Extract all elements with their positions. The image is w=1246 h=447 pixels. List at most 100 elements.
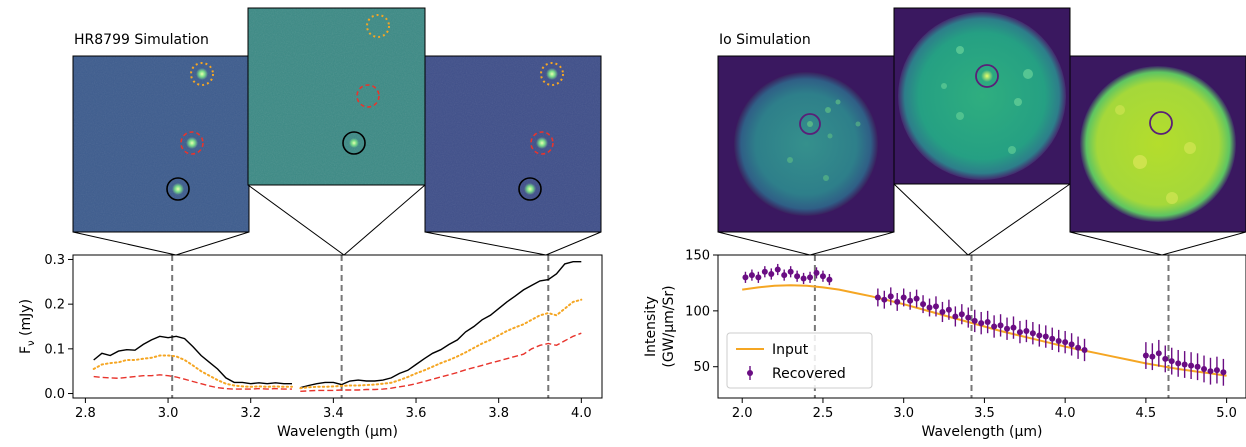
- x-tick-label: 3.5: [974, 406, 995, 421]
- x-tick-label: 3.2: [240, 406, 261, 421]
- x-axis-label: Wavelength (μm): [277, 424, 398, 440]
- io-image-right: [1069, 55, 1246, 233]
- recovered-point: [997, 322, 1004, 329]
- recovered-point: [1042, 333, 1049, 340]
- plot-frame: [72, 254, 603, 399]
- recovered-point: [1075, 344, 1082, 351]
- y-tick-label: 0.0: [44, 387, 65, 402]
- recovered-point: [819, 273, 826, 280]
- x-tick-label: 2.0: [732, 406, 753, 421]
- io-image-center: [893, 7, 1071, 185]
- recovered-point: [1194, 363, 1201, 370]
- recovered-point: [1142, 352, 1149, 359]
- recovered-point: [1010, 324, 1017, 331]
- y-tick-label: 0.2: [44, 298, 65, 313]
- recovered-point: [952, 313, 959, 320]
- x-tick-label: 4.0: [1055, 406, 1076, 421]
- recovered-point: [1036, 332, 1043, 339]
- recovered-point: [1055, 338, 1062, 345]
- recovered-point: [1023, 327, 1030, 334]
- recovered-point: [913, 295, 920, 302]
- y-axis-label-line: Intensity: [643, 296, 659, 357]
- hr8799-image-left: [72, 55, 250, 233]
- y-tick-label: 0.3: [44, 253, 65, 268]
- spectrum-line-dotted: [299, 298, 583, 390]
- recovered-point: [1188, 362, 1195, 369]
- hr8799-image-right: [424, 55, 602, 233]
- recovered-point: [907, 297, 914, 304]
- recovered-point: [1155, 350, 1162, 357]
- recovered-point: [958, 311, 965, 318]
- recovered-point: [971, 317, 978, 324]
- intensity-chart: 2.0 2.5 3.0 3.5 4.0 4.5 5.0 50 100 150 Wavelength …: [643, 249, 1246, 440]
- recovered-point: [768, 270, 775, 277]
- recovered-point: [813, 269, 820, 276]
- recovered-point: [1016, 329, 1023, 336]
- legend-recovered-swatch: [747, 370, 753, 376]
- recovered-point: [1220, 369, 1227, 376]
- y-tick-label: 0.1: [44, 342, 65, 357]
- spectrum-line-dotted: [92, 354, 293, 388]
- legend-input-label: Input: [772, 342, 809, 358]
- recovered-point: [774, 266, 781, 273]
- x-tick-label: 3.0: [893, 406, 914, 421]
- recovered-point: [920, 301, 927, 308]
- recovered-point: [1175, 360, 1182, 367]
- recovered-point: [1201, 365, 1208, 372]
- x-tick-label: 3.6: [406, 406, 427, 421]
- x-tick-label: 3.4: [323, 406, 344, 421]
- y-label-sub: ν: [26, 340, 37, 346]
- recovered-point: [826, 276, 833, 283]
- legend-recovered-label: Recovered: [772, 366, 846, 382]
- recovered-point: [984, 319, 991, 326]
- recovered-point: [991, 323, 998, 330]
- recovered-point: [1049, 335, 1056, 342]
- recovered-point: [748, 272, 755, 279]
- flux-chart: 2.8 3.0 3.2 3.4 3.6 3.8 4.0 0.0 0.1 0.2 0.3 Wavelen…: [18, 253, 603, 440]
- recovered-point: [1029, 330, 1036, 337]
- recovered-point: [794, 273, 801, 280]
- recovered-point: [926, 304, 933, 311]
- recovered-point: [800, 275, 807, 282]
- left-connector-lines: [72, 184, 602, 256]
- recovered-point: [945, 306, 952, 313]
- plot-frame: [717, 254, 1246, 399]
- recovered-point: [1213, 367, 1220, 374]
- spectrum-line-dashed: [300, 332, 582, 392]
- recovered-point: [887, 293, 894, 300]
- recovered-point: [1162, 355, 1169, 362]
- y-label-unit: (mJy): [18, 299, 34, 340]
- recovered-point: [1062, 339, 1069, 346]
- y-axis-label: Fν (mJy): [18, 299, 37, 354]
- legend: Input Recovered: [726, 332, 873, 389]
- recovered-point: [787, 268, 794, 275]
- y-label-main: F: [18, 346, 34, 354]
- y-tick-label: 50: [693, 360, 710, 375]
- x-tick-label: 2.8: [75, 406, 96, 421]
- recovered-point: [894, 298, 901, 305]
- recovered-point: [1081, 346, 1088, 353]
- x-tick-label: 3.8: [488, 406, 509, 421]
- recovered-point: [755, 274, 762, 281]
- x-tick-label: 5.0: [1216, 406, 1237, 421]
- x-axis-label: Wavelength (μm): [922, 424, 1043, 440]
- recovered-point: [1168, 358, 1175, 365]
- right-panel-title: Io Simulation: [719, 32, 811, 48]
- recovered-point: [939, 308, 946, 315]
- recovered-point: [742, 274, 749, 281]
- x-tick-label: 3.0: [158, 406, 179, 421]
- recovered-point: [932, 303, 939, 310]
- hr8799-image-center: [247, 7, 426, 186]
- left-panel-title: HR8799 Simulation: [74, 32, 209, 48]
- recovered-point: [978, 320, 985, 327]
- spectrum-line-solid: [93, 335, 292, 385]
- recovered-point: [1181, 361, 1188, 368]
- spectrum-line-solid: [300, 261, 582, 389]
- recovered-point: [881, 296, 888, 303]
- x-tick-label: 4.5: [1136, 406, 1157, 421]
- recovered-point: [781, 272, 788, 279]
- recovered-point: [761, 268, 768, 275]
- spectrum-line-dashed: [93, 374, 292, 390]
- x-tick-label: 2.5: [813, 406, 834, 421]
